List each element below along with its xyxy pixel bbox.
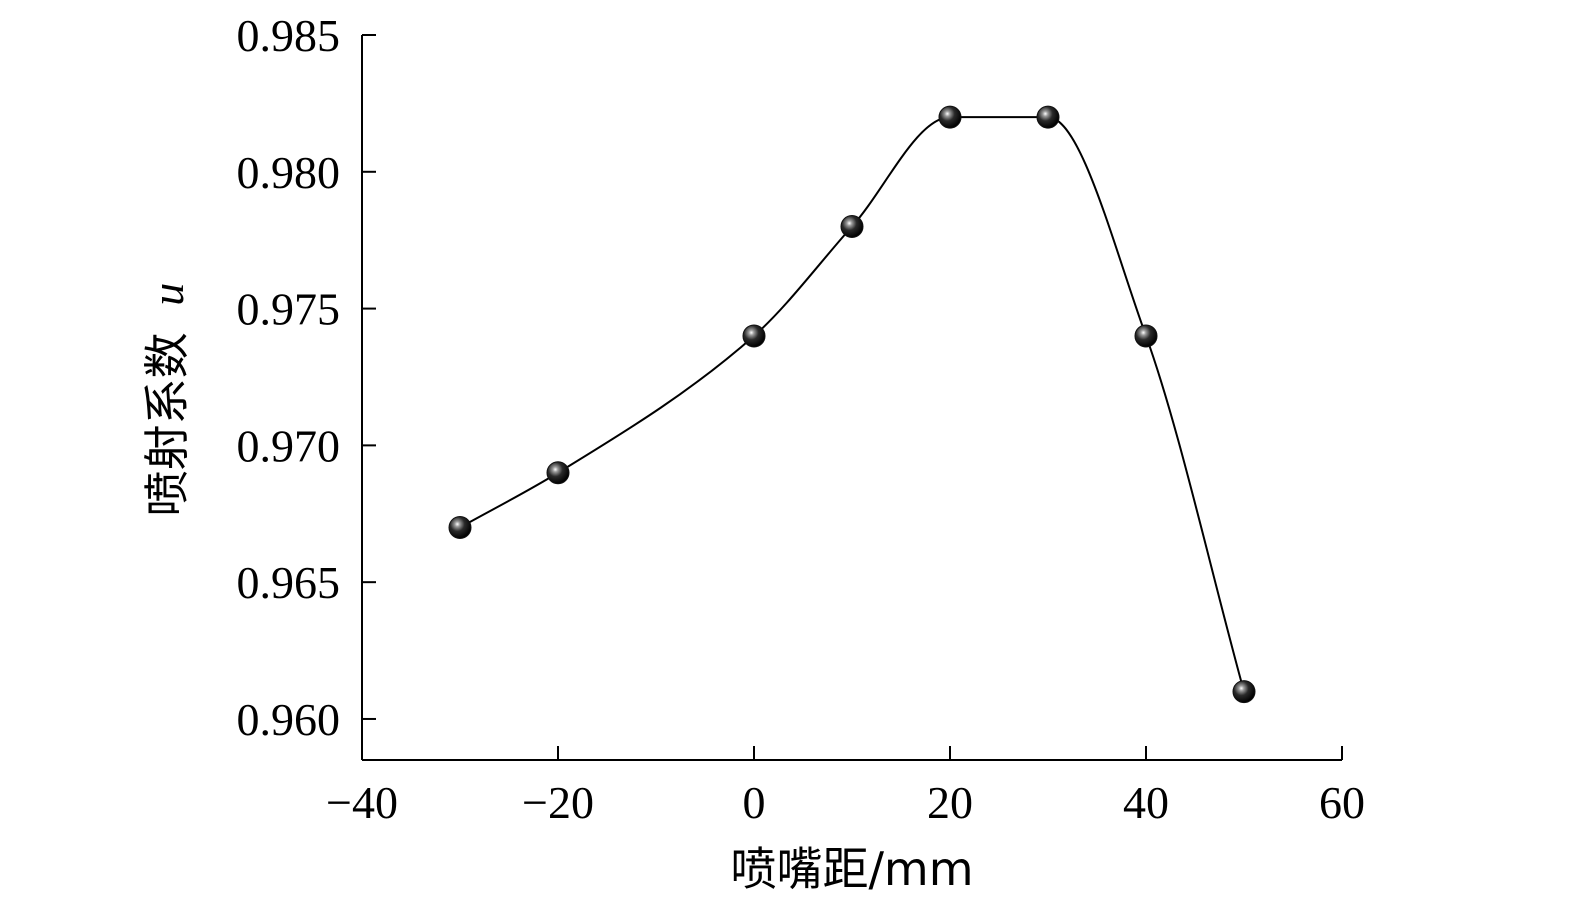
x-ticks: −40 −20 0 20 40 60 bbox=[326, 746, 1365, 828]
data-point bbox=[938, 105, 962, 129]
y-tick-label: 0.960 bbox=[237, 694, 341, 745]
x-tick-label: 0 bbox=[743, 777, 766, 828]
axes bbox=[361, 35, 1342, 761]
y-tick-label: 0.970 bbox=[237, 420, 341, 471]
y-tick-label: 0.975 bbox=[237, 284, 341, 335]
data-point bbox=[1036, 105, 1060, 129]
data-point bbox=[546, 461, 570, 485]
x-tick-label: 20 bbox=[927, 777, 973, 828]
y-tick-label: 0.985 bbox=[237, 10, 341, 61]
data-point bbox=[840, 215, 864, 239]
y-axis-title: 喷射系数 u bbox=[140, 283, 194, 517]
y-tick-label: 0.965 bbox=[237, 557, 341, 608]
x-axis-title: 喷嘴距/mm bbox=[730, 842, 973, 896]
data-point bbox=[742, 324, 766, 348]
x-tick-label: −20 bbox=[522, 777, 594, 828]
x-tick-label: 60 bbox=[1319, 777, 1365, 828]
series-line bbox=[459, 116, 1245, 692]
data-point bbox=[1232, 680, 1256, 704]
x-tick-label: −40 bbox=[326, 777, 398, 828]
y-axis-title-symbol: u bbox=[142, 283, 193, 306]
x-tick-label: 40 bbox=[1123, 777, 1169, 828]
data-point bbox=[1134, 324, 1158, 348]
y-axis-title-text: 喷射系数 bbox=[140, 332, 194, 516]
y-ticks: 0.960 0.965 0.970 0.975 0.980 0.985 bbox=[237, 10, 376, 745]
data-point bbox=[448, 515, 472, 539]
data-points bbox=[448, 105, 1256, 704]
y-tick-label: 0.980 bbox=[237, 147, 341, 198]
